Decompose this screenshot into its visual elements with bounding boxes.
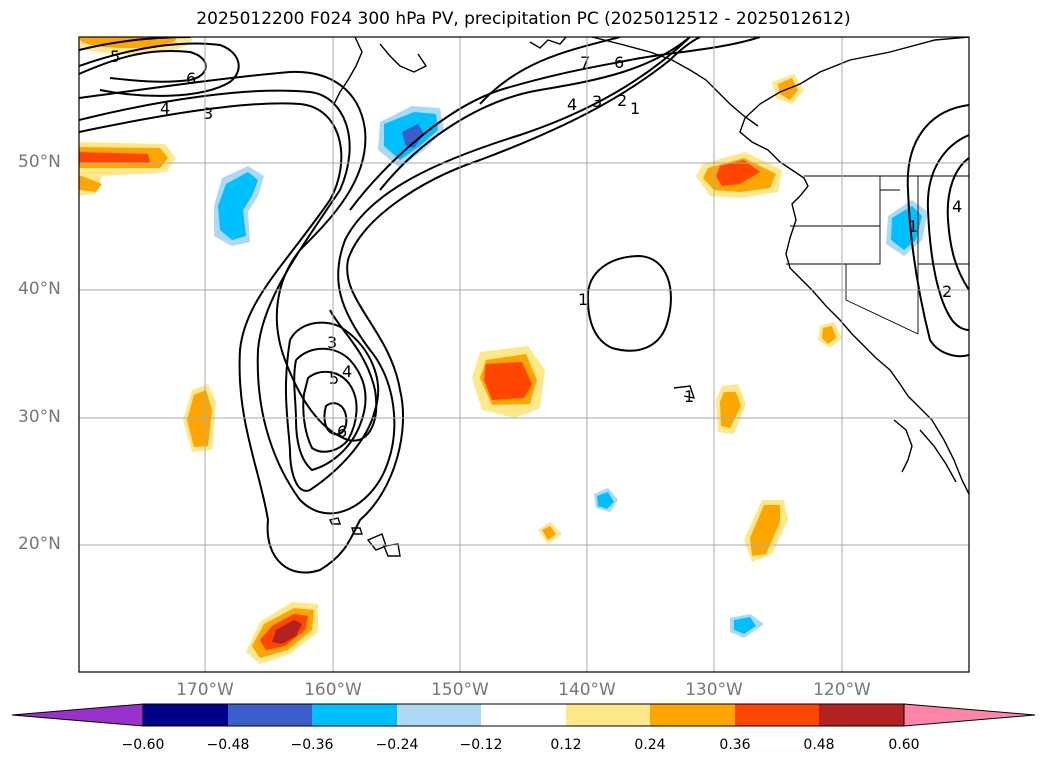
colorbar-tick-label: 0.60 [888, 737, 920, 753]
pv-label: 1 [684, 387, 694, 406]
colorbar-tick-label: 0.24 [634, 737, 666, 753]
coastlines [328, 37, 969, 557]
precip-negative-anomalies [214, 106, 928, 638]
pv-label: 3 [203, 104, 213, 123]
map-plot-area: 5 6 4 3 7 6 4 3 2 1 1 3 4 5 6 1 1 4 2 [79, 37, 969, 672]
lon-label: 130°W [685, 680, 743, 700]
lon-label: 170°W [176, 680, 234, 700]
pv-label: 1 [630, 99, 640, 118]
colorbar-bin [481, 704, 566, 726]
lat-label: 50°N [18, 152, 61, 172]
lat-label: 40°N [18, 279, 61, 299]
pv-label: 6 [614, 53, 624, 72]
pv-label: 5 [110, 47, 120, 66]
pv-label: 4 [342, 362, 352, 381]
colorbar-bin [143, 704, 228, 726]
pv-label: 1 [908, 217, 918, 236]
pv-contour-labels: 5 6 4 3 7 6 4 3 2 1 1 3 4 5 6 1 1 4 2 [110, 47, 962, 441]
colorbar-tick-label: 0.36 [719, 737, 751, 753]
colorbar-bin [397, 704, 481, 726]
pv-label: 6 [337, 422, 347, 441]
lon-label: 120°W [813, 680, 871, 700]
map-frame [78, 36, 970, 673]
lat-label: 30°N [18, 407, 61, 427]
colorbar-tick-label: −0.24 [375, 737, 419, 753]
colorbar-bin [312, 704, 397, 726]
colorbar-tick-label: −0.12 [459, 737, 503, 753]
pv-label: 4 [160, 99, 170, 118]
pv-label: 5 [329, 369, 339, 388]
colorbar-tick-label: −0.48 [206, 737, 250, 753]
pv-label: 1 [578, 290, 588, 309]
colorbar-bin [566, 704, 650, 726]
colorbar-bin [228, 704, 312, 726]
pv-label: 4 [567, 95, 577, 114]
pv-label: 2 [617, 91, 627, 110]
pv-label: 3 [327, 333, 337, 352]
colorbar-extend-max [903, 703, 1036, 727]
colorbar-tick-label: 0.12 [550, 737, 582, 753]
colorbar-bin [819, 704, 904, 726]
lat-label: 20°N [18, 534, 61, 554]
lon-label: 160°W [304, 680, 362, 700]
pv-label: 4 [952, 197, 962, 216]
pv-label: 7 [580, 53, 590, 72]
lon-label: 140°W [558, 680, 616, 700]
pv-label: 3 [592, 92, 602, 111]
colorbar-extend-min [11, 703, 144, 727]
precip-positive-anomalies [79, 37, 842, 664]
pv-label: 6 [186, 69, 196, 88]
gridlines [79, 37, 969, 672]
pv-label: 2 [942, 282, 952, 301]
colorbar-tick-label: 0.48 [803, 737, 835, 753]
colorbar-tick-label: −0.60 [121, 737, 165, 753]
lon-label: 150°W [431, 680, 489, 700]
colorbar-bin [735, 704, 819, 726]
map-title: 2025012200 F024 300 hPa PV, precipitatio… [196, 9, 851, 29]
colorbar [11, 703, 1036, 727]
colorbar-bin [650, 704, 735, 726]
country-state-borders [786, 175, 969, 335]
colorbar-tick-label: −0.36 [290, 737, 334, 753]
